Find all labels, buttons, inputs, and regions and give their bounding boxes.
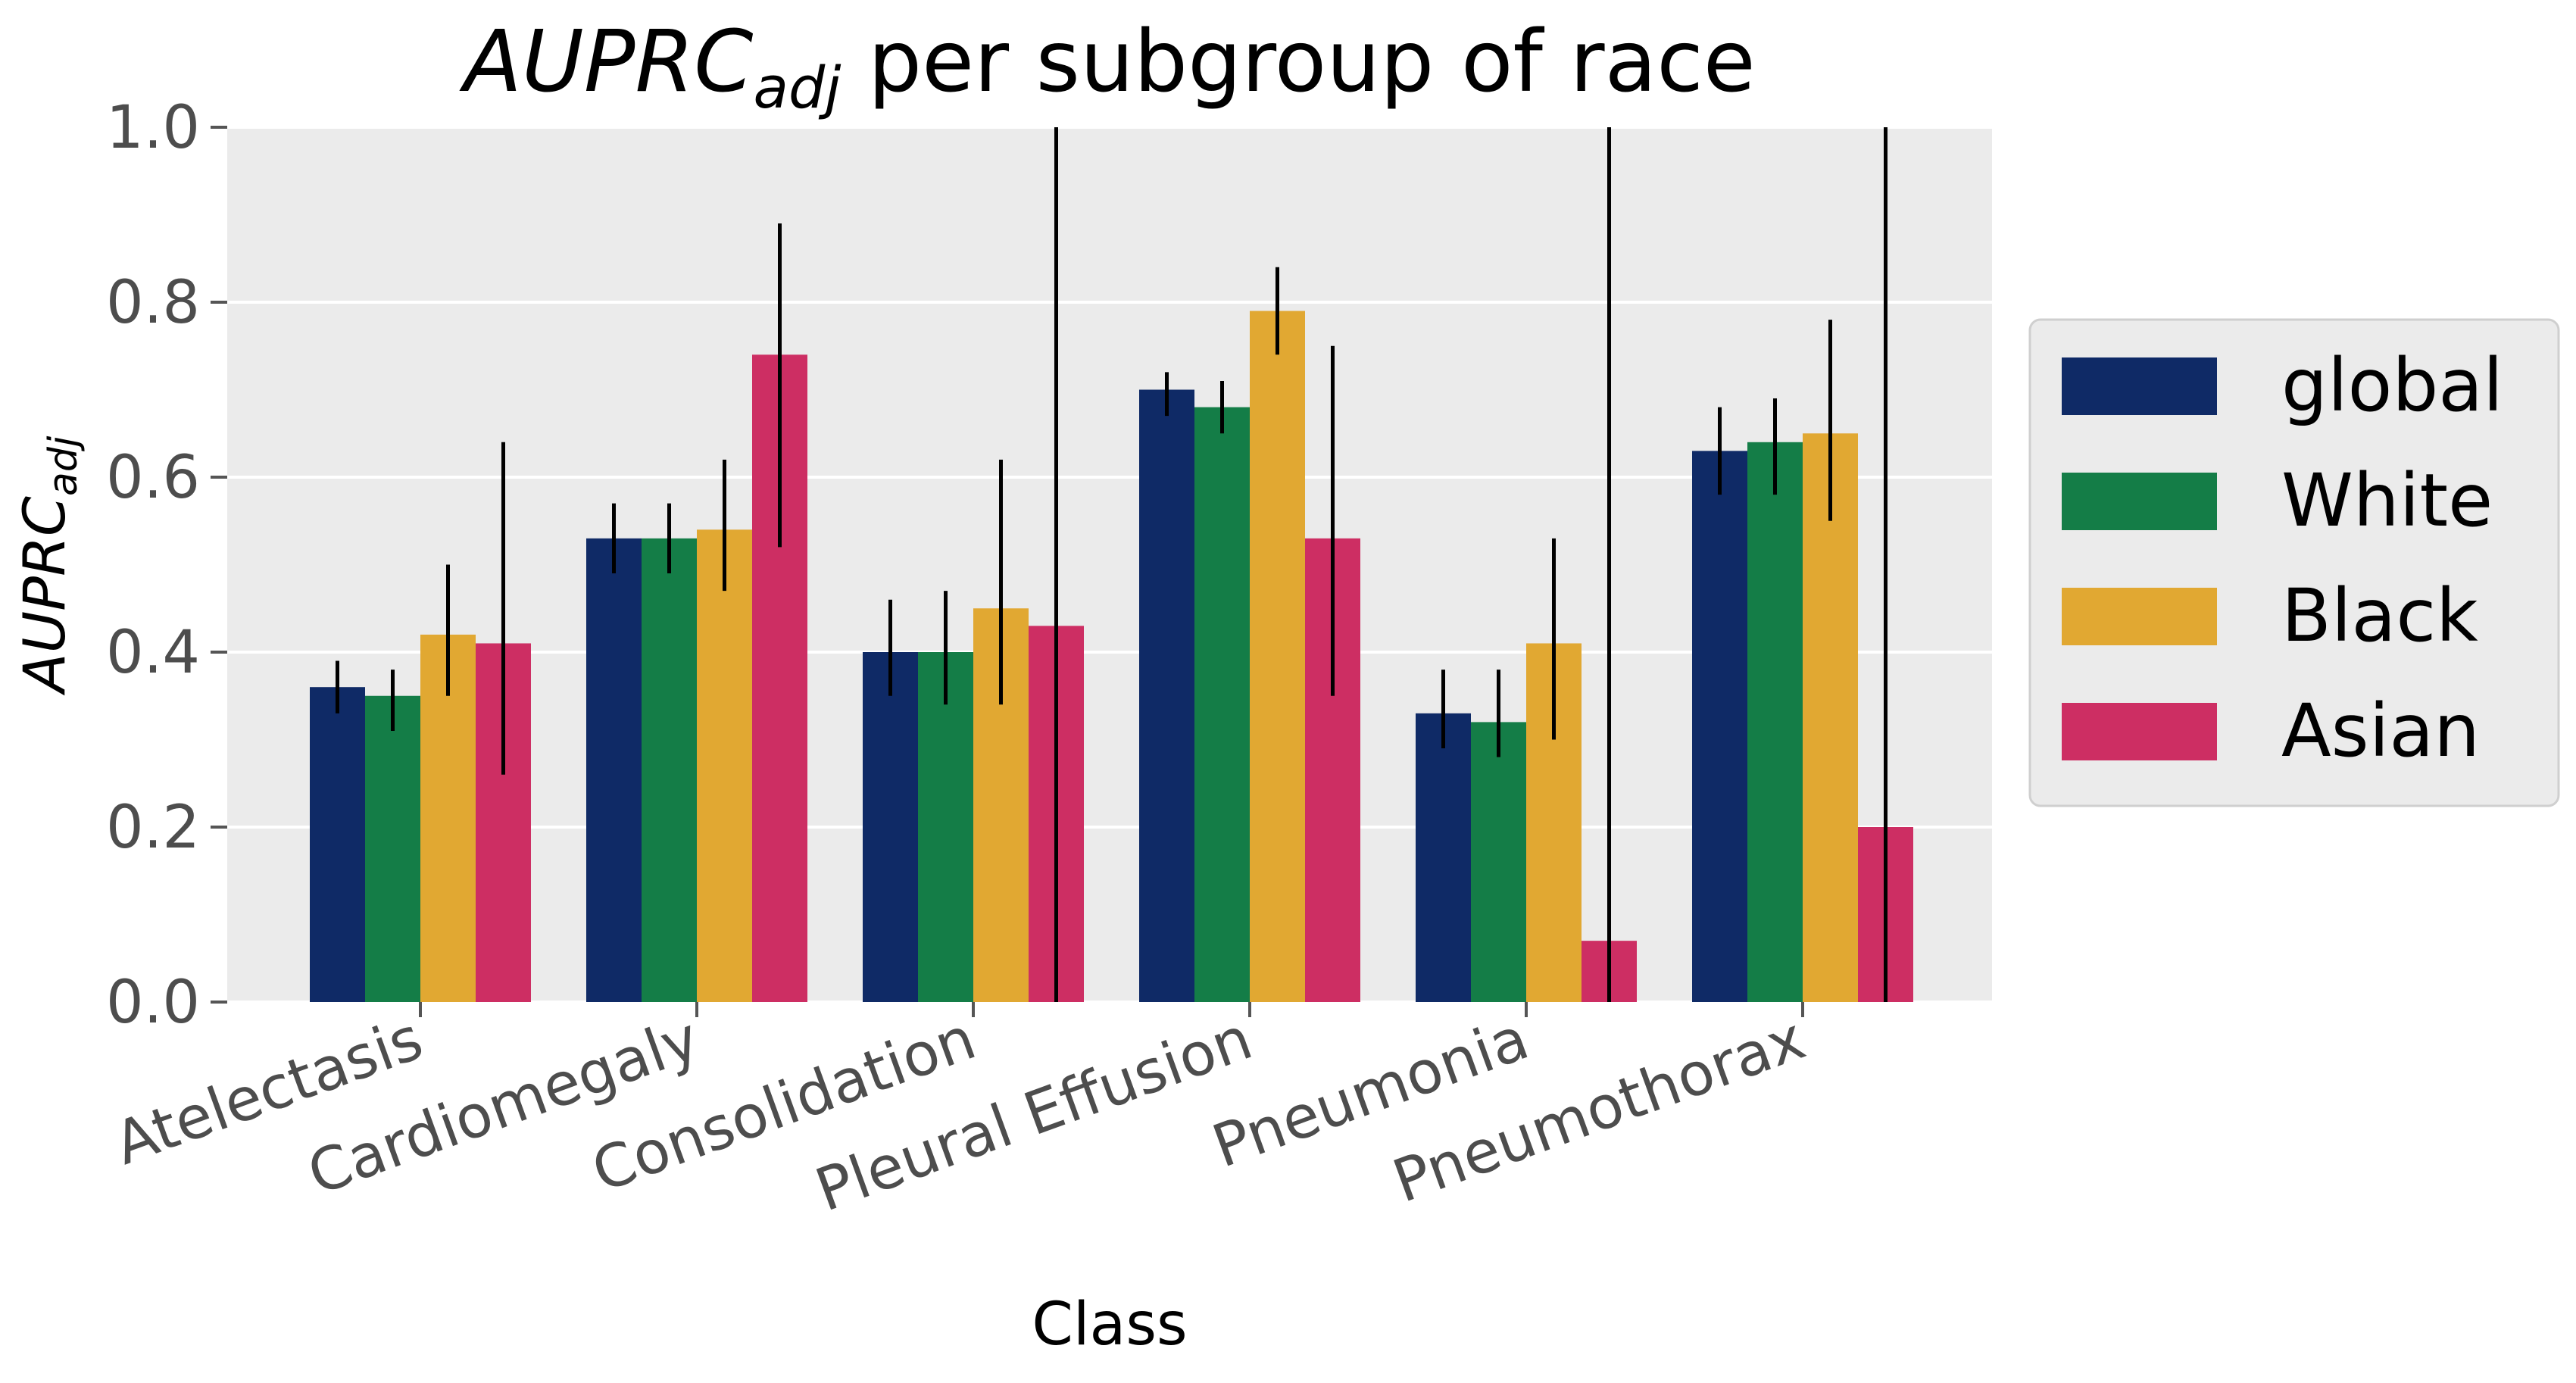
title-subscript: adj	[753, 54, 841, 121]
bar	[1194, 407, 1250, 1002]
y-axis: 0.0 0.2 0.4 0.6 0.8 1.0	[106, 94, 227, 1037]
bar	[1416, 713, 1471, 1002]
bar	[1471, 722, 1526, 1002]
legend: global White Black Asian	[2028, 318, 2560, 807]
legend-swatch	[2062, 473, 2217, 530]
legend-label: global	[2281, 343, 2503, 428]
legend-label: White	[2281, 458, 2493, 543]
chart-title: AUPRCadj per subgroup of race	[459, 13, 1755, 121]
legend-label: Asian	[2281, 688, 2480, 773]
x-axis: AtelectasisCardiomegalyConsolidationPleu…	[106, 1002, 1813, 1225]
legend-swatch	[2062, 357, 2217, 415]
x-axis-label: Class	[1032, 1291, 1187, 1359]
title-rest: per subgroup of race	[841, 13, 1755, 111]
legend-label: Black	[2281, 573, 2478, 658]
legend-swatch	[2062, 588, 2217, 645]
error-bars	[336, 127, 1888, 1002]
y-tick-label: 0.8	[106, 269, 200, 337]
bar	[1139, 389, 1194, 1002]
bar	[1803, 433, 1858, 1002]
bar	[1747, 442, 1803, 1002]
ylabel-main: AUPRC	[11, 496, 78, 696]
y-axis-label: AUPRCadj	[11, 436, 86, 696]
bar	[1250, 311, 1305, 1002]
bar	[586, 538, 642, 1002]
bar	[1692, 451, 1747, 1002]
bar	[863, 652, 918, 1002]
ylabel-subscript: adj	[41, 436, 86, 496]
title-main: AUPRC	[459, 13, 753, 111]
legend-box	[2028, 318, 2560, 807]
y-tick-label: 0.2	[106, 794, 200, 862]
y-tick-label: 0.4	[106, 619, 200, 687]
legend-swatch	[2062, 703, 2217, 760]
bar	[365, 695, 420, 1002]
bars	[310, 311, 1913, 1002]
y-tick-label: 0.6	[106, 444, 200, 512]
bar	[918, 652, 973, 1002]
y-tick-label: 1.0	[106, 94, 200, 162]
bar	[697, 529, 752, 1002]
y-tick-label: 0.0	[106, 969, 200, 1037]
bar	[642, 538, 697, 1002]
bar	[310, 687, 365, 1002]
